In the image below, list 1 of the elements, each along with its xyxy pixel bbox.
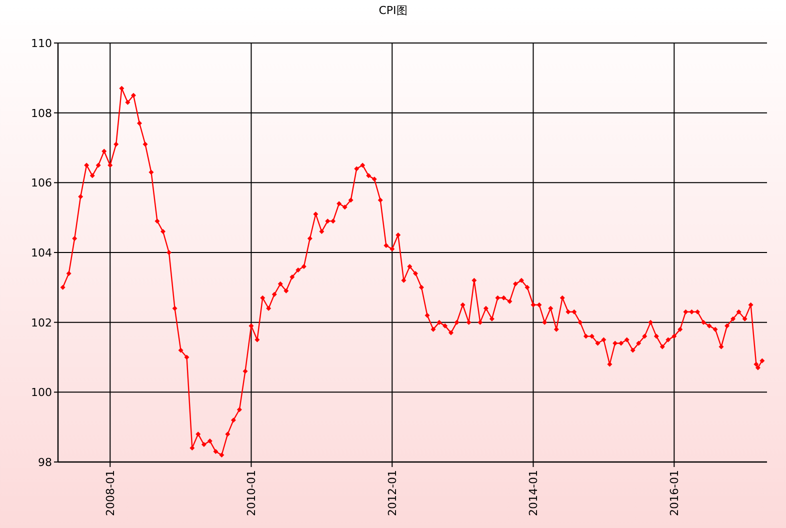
title: CPI图 bbox=[378, 4, 408, 17]
